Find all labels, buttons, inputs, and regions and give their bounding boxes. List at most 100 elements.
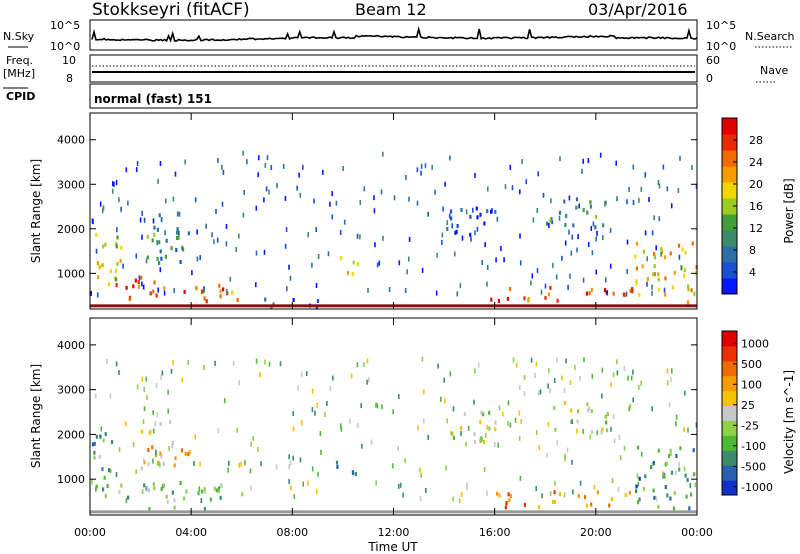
- vel-data-cell: [161, 370, 164, 376]
- vel-data-cell: [166, 499, 169, 504]
- vel-data-cell: [627, 375, 629, 381]
- vel-data-cell: [193, 461, 195, 466]
- power-data-cell: [158, 213, 161, 218]
- vel-data-cell: [153, 486, 156, 491]
- vel-data-cell: [576, 419, 579, 424]
- vel-data-cell: [340, 426, 343, 432]
- power-data-cell: [664, 292, 667, 297]
- power-data-cell: [215, 208, 217, 214]
- power-data-cell: [142, 284, 145, 290]
- power-data-cell: [158, 240, 161, 245]
- power-data-cell: [657, 180, 660, 185]
- vel-data-cell: [642, 486, 645, 491]
- vel-data-cell: [106, 358, 108, 364]
- nsky-right-top: 10^5: [706, 19, 736, 32]
- vel-data-cell: [227, 467, 229, 473]
- vel-data-cell: [563, 401, 567, 405]
- power-data-cell: [242, 212, 245, 218]
- vel-data-cell: [335, 460, 339, 465]
- power-data-cell: [680, 265, 683, 271]
- power-data-cell: [631, 289, 634, 294]
- vel-data-cell: [250, 485, 252, 491]
- vel-data-cell: [143, 483, 146, 488]
- vel-data-cell: [421, 356, 424, 362]
- vel-data-cell: [638, 476, 641, 481]
- power-data-cell: [268, 189, 270, 195]
- vel-data-cell: [95, 486, 97, 492]
- power-data-cell: [459, 283, 462, 289]
- colorbar-swatch: [722, 246, 737, 263]
- power-data-cell: [670, 203, 673, 209]
- power-data-cell: [523, 296, 526, 301]
- freq-unit: [MHz]: [3, 67, 35, 80]
- vel-data-cell: [203, 487, 206, 492]
- power-data-cell: [378, 260, 381, 266]
- vel-data-cell: [423, 418, 425, 424]
- power-data-cell: [646, 277, 649, 281]
- power-data-cell: [264, 162, 267, 168]
- vel-data-cell: [357, 423, 359, 429]
- power-data-cell: [542, 192, 545, 198]
- vel-data-cell: [640, 380, 642, 386]
- power-data-cell: [184, 159, 186, 165]
- power-data-cell: [454, 230, 457, 235]
- power-data-cell: [120, 245, 123, 250]
- vel-data-cell: [437, 363, 439, 369]
- vel-data-cell: [215, 488, 219, 493]
- power-data-cell: [568, 229, 570, 235]
- vel-data-cell: [452, 406, 455, 412]
- power-data-cell: [176, 236, 179, 241]
- power-data-cell: [156, 227, 159, 232]
- power-data-cell: [235, 246, 237, 252]
- power-data-cell: [491, 208, 493, 214]
- vel-data-cell: [392, 463, 394, 469]
- power-data-cell: [115, 242, 118, 247]
- power-data-cell: [456, 224, 459, 228]
- vel-data-cell: [514, 417, 517, 423]
- vel-data-cell: [583, 357, 585, 363]
- power-data-cell: [483, 221, 486, 226]
- vel-data-cell: [650, 465, 653, 470]
- vel-data-cell: [159, 451, 162, 456]
- power-data-cell: [635, 281, 638, 286]
- vel-data-cell: [402, 492, 404, 498]
- power-data-cell: [461, 235, 464, 241]
- power-data-cell: [152, 218, 155, 224]
- power-data-cell: [165, 198, 167, 204]
- power-data-cell: [436, 252, 438, 258]
- vel-data-cell: [132, 442, 135, 448]
- power-data-cell: [159, 249, 162, 254]
- power-data-cell: [494, 209, 497, 214]
- vel-data-cell: [181, 448, 184, 453]
- power-data-cell: [609, 263, 612, 269]
- power-data-cell: [693, 291, 696, 296]
- vel-data-cell: [671, 368, 673, 374]
- vel-data-cell: [537, 505, 541, 510]
- power-data-cell: [376, 262, 379, 268]
- vel-data-cell: [570, 420, 573, 424]
- vel-data-cell: [569, 379, 572, 385]
- power-data-cell: [472, 207, 474, 213]
- power-data-cell: [638, 197, 640, 203]
- vel-data-cell: [571, 459, 573, 465]
- vel-data-cell: [104, 494, 107, 498]
- vel-data-cell: [551, 499, 555, 504]
- power-data-cell: [116, 235, 119, 240]
- vel-data-cell: [320, 449, 322, 455]
- power-data-cell: [578, 203, 580, 209]
- power-data-cell: [651, 230, 654, 236]
- power-data-cell: [420, 170, 422, 176]
- vel-data-cell: [252, 436, 254, 442]
- power-data-cell: [382, 235, 384, 241]
- vel-data-cell: [311, 388, 314, 394]
- vel-data-cell: [200, 498, 203, 504]
- vel-data-cell: [249, 468, 252, 474]
- power-data-cell: [179, 260, 182, 264]
- vel-data-cell: [183, 496, 186, 501]
- power-data-cell: [135, 253, 138, 259]
- power-data-cell: [99, 201, 102, 207]
- vel-data-cell: [494, 427, 497, 432]
- power-data-cell: [434, 189, 436, 195]
- power-data-cell: [231, 290, 234, 295]
- power-data-cell: [143, 217, 146, 223]
